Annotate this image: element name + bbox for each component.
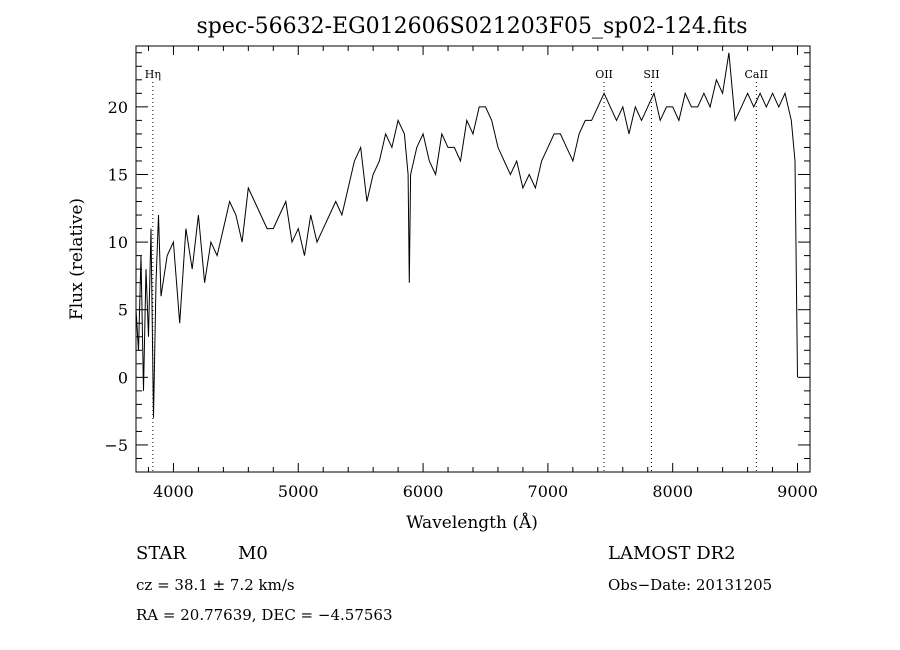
axis-tick-labels: 4000 5000 6000 7000 8000 9000 −5 0 5 10 15 20 [104,98,817,501]
y-tick-label: −5 [104,436,128,455]
object-type: STAR [136,543,186,564]
spectral-line-label: Hη [145,68,161,81]
x-tick-label: 9000 [777,482,818,501]
spectral-line-label: OII [595,68,613,81]
x-tick-label: 6000 [403,482,444,501]
y-tick-label: 15 [108,165,128,184]
spectrum-line [135,52,798,418]
spectral-line-markers: Hη OII SII CaII [145,68,768,472]
x-tick-label: 5000 [278,482,319,501]
x-tick-label: 7000 [528,482,569,501]
survey-name: LAMOST DR2 [608,543,736,564]
plot-frame [135,45,811,473]
chart-title: spec-56632-EG012606S021203F05_sp02-124.f… [196,14,747,39]
spectral-line-label: SII [643,68,659,81]
observation-date: Obs−Date: 20131205 [608,576,772,594]
x-tick-label: 8000 [652,482,693,501]
y-tick-label: 10 [108,233,128,252]
x-axis-label: Wavelength (Å) [406,512,538,533]
y-tick-label: 0 [118,368,128,387]
spectral-line-label: CaII [744,68,768,81]
object-subclass: M0 [238,543,268,564]
y-axis-label: Flux (relative) [67,198,87,320]
y-tick-label: 5 [118,301,128,320]
redshift-velocity: cz = 38.1 ± 7.2 km/s [136,576,295,594]
coordinates: RA = 20.77639, DEC = −4.57563 [136,606,393,624]
y-tick-label: 20 [108,98,128,117]
x-tick-label: 4000 [153,482,194,501]
axis-ticks [136,46,810,472]
